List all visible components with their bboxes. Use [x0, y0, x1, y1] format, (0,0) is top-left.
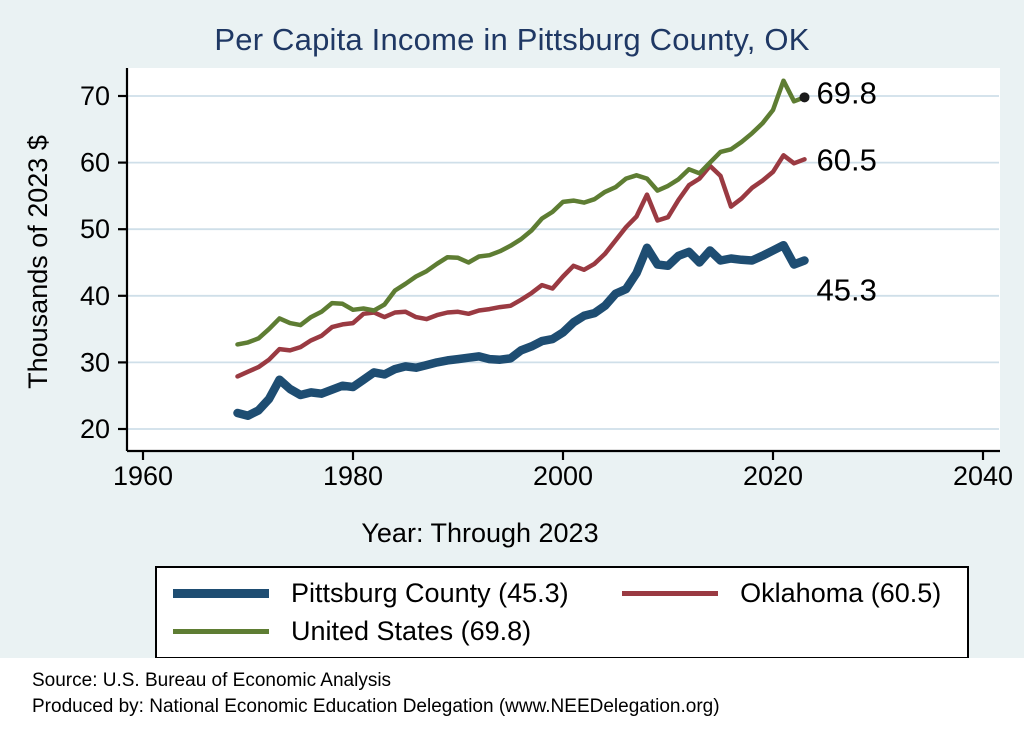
y-tick-label: 30	[80, 347, 110, 377]
chart-title: Per Capita Income in Pittsburg County, O…	[214, 22, 810, 57]
y-tick-label: 50	[80, 214, 110, 244]
x-tick-label: 2040	[953, 461, 1013, 491]
plot: 20 30 40 50 60 70 1960 1980 2000 2020 2040 45.3 60.5…	[80, 68, 1013, 491]
produced-by-line: Produced by: National Economic Education…	[32, 695, 720, 717]
x-tick-label: 2000	[533, 461, 593, 491]
series-oklahoma	[235, 153, 807, 379]
plot-area	[127, 68, 1000, 451]
x-tick-label: 2020	[743, 461, 803, 491]
x-axis-label: Year: Through 2023	[361, 518, 599, 548]
united-states-line-swatch	[173, 628, 269, 635]
end-label-united-states: 69.8	[817, 75, 877, 110]
y-tick-label: 70	[80, 81, 110, 111]
legend-label: United States (69.8)	[291, 616, 532, 646]
end-label-oklahoma: 60.5	[817, 142, 877, 177]
series-pittsburg-county	[233, 240, 809, 420]
source-note: Source: U.S. Bureau of Economic Analysis…	[0, 658, 1024, 745]
legend-label: Oklahoma (60.5)	[740, 578, 942, 608]
series-united-states	[235, 78, 807, 347]
source-line: Source: U.S. Bureau of Economic Analysis	[32, 670, 392, 691]
legend: Pittsburg County (45.3) Oklahoma (60.5) …	[155, 566, 969, 659]
end-label-pittsburg-county: 45.3	[817, 273, 877, 308]
oklahoma-line-swatch	[622, 590, 719, 597]
y-tick-label: 60	[80, 148, 110, 178]
x-tick-label: 1960	[113, 461, 173, 491]
y-tick-label: 20	[80, 414, 110, 444]
legend-item-pittsburg-county: Pittsburg County (45.3)	[173, 578, 622, 609]
legend-label: Pittsburg County (45.3)	[291, 578, 569, 608]
y-tick-label: 40	[80, 281, 110, 311]
legend-item-oklahoma: Oklahoma (60.5)	[622, 578, 961, 609]
legend-item-united-states: United States (69.8)	[173, 616, 622, 647]
x-tick-label: 1980	[323, 461, 383, 491]
chart-card: Per Capita Income in Pittsburg County, O…	[0, 0, 1024, 659]
pittsburg-county-line-swatch	[173, 588, 269, 599]
end-dot-united-states	[799, 92, 810, 103]
